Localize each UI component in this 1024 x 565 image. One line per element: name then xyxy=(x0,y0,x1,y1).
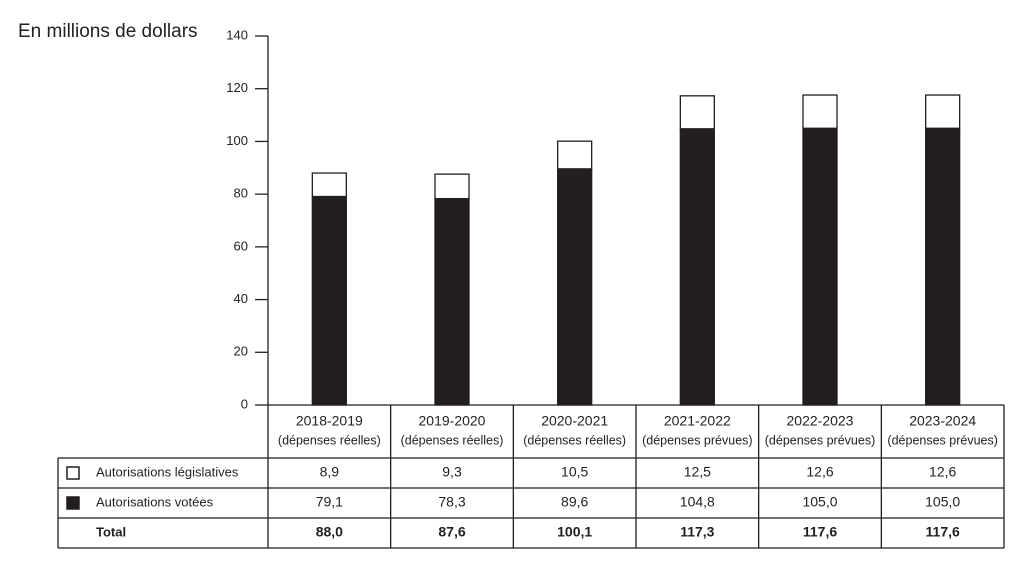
bar-segment xyxy=(679,95,715,130)
table-cell: 9,3 xyxy=(442,464,462,480)
bar-segment xyxy=(311,195,347,406)
bar-segment xyxy=(434,173,470,200)
y-tick-label: 0 xyxy=(241,396,248,411)
table-cell: 8,9 xyxy=(320,464,340,480)
y-tick-label: 60 xyxy=(234,238,248,253)
table-cell: 78,3 xyxy=(438,494,465,510)
bar-segment xyxy=(434,197,470,406)
table-cell: 12,5 xyxy=(684,464,711,480)
table-cell: 105,0 xyxy=(925,494,960,510)
bar-segment xyxy=(802,94,838,129)
total-cell: 100,1 xyxy=(557,524,592,540)
x-tick-label: 2023-2024 xyxy=(909,413,976,429)
total-cell: 88,0 xyxy=(316,524,343,540)
x-tick-note: (dépenses réelles) xyxy=(401,433,504,447)
table-cell: 12,6 xyxy=(806,464,833,480)
total-cell: 117,3 xyxy=(680,524,714,540)
y-tick-label: 40 xyxy=(234,291,248,306)
x-tick-note: (dépenses prévues) xyxy=(887,433,997,447)
table-cell: 12,6 xyxy=(929,464,956,480)
bar-segment xyxy=(557,168,593,406)
total-cell: 117,6 xyxy=(803,524,837,540)
x-tick-note: (dépenses réelles) xyxy=(523,433,626,447)
y-tick-label: 20 xyxy=(234,344,248,359)
legend-label: Autorisations votées xyxy=(96,494,214,509)
bar-segment xyxy=(802,127,838,406)
bar-segment xyxy=(311,172,347,198)
y-tick-label: 80 xyxy=(234,186,248,201)
total-cell: 87,6 xyxy=(438,524,465,540)
x-tick-note: (dépenses prévues) xyxy=(765,433,875,447)
legend-swatch xyxy=(66,466,80,480)
bar-segment xyxy=(925,127,961,406)
y-tick-label: 100 xyxy=(226,133,248,148)
bar-segment xyxy=(679,128,715,406)
x-tick-note: (dépenses prévues) xyxy=(642,433,752,447)
total-cell: 117,6 xyxy=(926,524,960,540)
y-axis-label: En millions de dollars xyxy=(18,21,198,42)
x-tick-label: 2021-2022 xyxy=(664,413,731,429)
y-tick-label: 120 xyxy=(226,80,248,95)
table-cell: 10,5 xyxy=(561,464,588,480)
table-cell: 104,8 xyxy=(680,494,715,510)
legend-swatch xyxy=(66,496,80,510)
x-tick-label: 2022-2023 xyxy=(787,413,854,429)
y-tick-label: 140 xyxy=(226,27,248,42)
bar-segment xyxy=(557,140,593,170)
x-tick-label: 2020-2021 xyxy=(541,413,608,429)
legend-label: Autorisations législatives xyxy=(96,464,239,479)
table-cell: 105,0 xyxy=(802,494,837,510)
bar-segment xyxy=(925,94,961,129)
x-tick-label: 2018-2019 xyxy=(296,413,363,429)
total-label: Total xyxy=(96,524,126,539)
table-cell: 79,1 xyxy=(316,494,343,510)
x-tick-note: (dépenses réelles) xyxy=(278,433,381,447)
x-tick-label: 2019-2020 xyxy=(419,413,486,429)
table-cell: 89,6 xyxy=(561,494,588,510)
